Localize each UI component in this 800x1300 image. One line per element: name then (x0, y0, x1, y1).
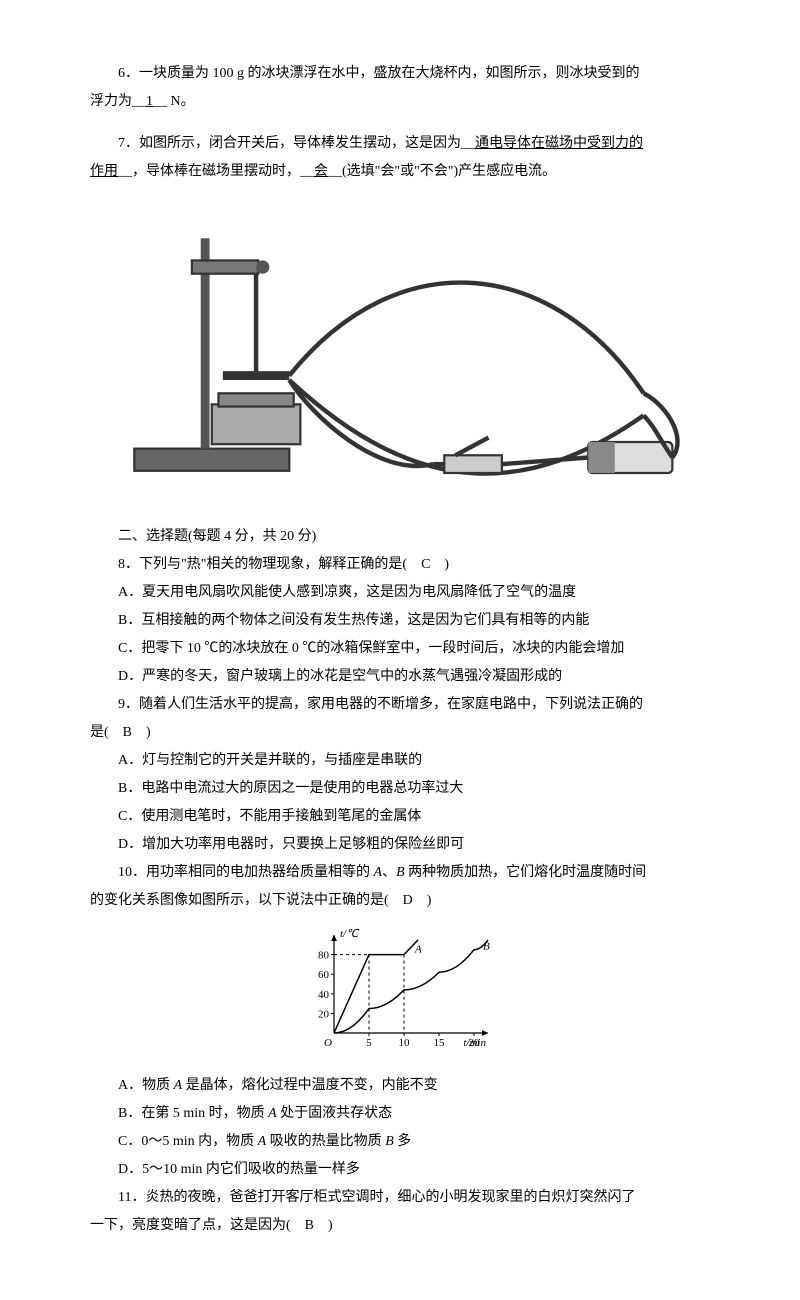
section2-title: 二、选择题(每题 4 分，共 20 分) (90, 523, 710, 551)
q8-D: D．严寒的冬天，窗户玻璃上的冰花是空气中的水蒸气遇强冷凝固形成的 (90, 663, 710, 691)
svg-text:80: 80 (318, 950, 330, 962)
q11-line1: 11．炎热的夜晚，爸爸打开客厅柜式空调时，细心的小明发现家里的白炽灯突然闪了 (90, 1184, 710, 1212)
q10-B-letter: B (396, 865, 405, 880)
q11-l2-post: ) (314, 1218, 333, 1233)
q6-pre: 浮力为__ (90, 94, 146, 109)
q10-l1-mid: 、 (382, 865, 396, 880)
spacer (90, 116, 710, 130)
svg-text:A: A (414, 944, 422, 956)
q10-C-itB: B (385, 1134, 394, 1149)
q8-pre: 8．下列与"热"相关的物理现象，解释正确的是( (118, 557, 421, 572)
q10-A-letter: A (374, 865, 383, 880)
q9-C: C．使用测电笔时，不能用手接触到笔尾的金属体 (90, 803, 710, 831)
q7-figure (90, 194, 710, 515)
q9-B: B．电路中电流过大的原因之一是使用的电器总功率过大 (90, 775, 710, 803)
q10-chart: 204060805101520t/℃t/minOAB (90, 923, 710, 1064)
apparatus-icon (90, 194, 710, 504)
q10-l2-post: ) (413, 893, 432, 908)
svg-text:t/℃: t/℃ (340, 928, 360, 940)
q7-l2-post: __(选填"会"或"不会")产生感应电流。 (328, 164, 556, 179)
q7-line1: 7．如图所示，闭合开关后，导体棒发生摆动，这是因为__通电导体在磁场中受到力的 (90, 130, 710, 158)
q11-l2-pre: 一下，亮度变暗了点，这是因为( (90, 1218, 305, 1233)
q9-ans: B (123, 725, 132, 740)
q10-D: D．5～10 min 内它们吸收的热量一样多 (90, 1156, 710, 1184)
q9-line2: 是( B ) (90, 719, 710, 747)
q8-post: ) (430, 557, 449, 572)
q10-A-it: A (174, 1078, 183, 1093)
q8-B: B．互相接触的两个物体之间没有发生热传递，这是因为它们具有相等的内能 (90, 607, 710, 635)
q9-l2-post: ) (132, 725, 151, 740)
svg-text:15: 15 (434, 1037, 446, 1049)
q6-ans: 1 (146, 94, 153, 109)
q10-ans: D (403, 893, 413, 908)
svg-text:t/min: t/min (463, 1037, 486, 1049)
q10-l1-pre: 10．用功率相同的电加热器给质量相等的 (118, 865, 374, 880)
q10-A: A．物质 A 是晶体，熔化过程中温度不变，内能不变 (90, 1072, 710, 1100)
q10-C-pre: C．0～5 min 内，物质 (118, 1134, 258, 1149)
q10-l2-pre: 的变化关系图像如图所示，以下说法中正确的是( (90, 893, 403, 908)
q7-line2: 作用__，导体棒在磁场里摆动时，__会__(选填"会"或"不会")产生感应电流。 (90, 158, 710, 186)
q7-l1-pre: 7．如图所示，闭合开关后，导体棒发生摆动，这是因为__ (118, 136, 475, 151)
q9-D: D．增加大功率用电器时，只要换上足够粗的保险丝即可 (90, 831, 710, 859)
svg-text:20: 20 (318, 1008, 330, 1020)
q6-post: __ N。 (153, 94, 195, 109)
q9-line1: 9．随着人们生活水平的提高，家用电器的不断增多，在家庭电路中，下列说法正确的 (90, 691, 710, 719)
q11-line2: 一下，亮度变暗了点，这是因为( B ) (90, 1212, 710, 1240)
svg-text:O: O (324, 1037, 332, 1049)
svg-text:40: 40 (318, 989, 330, 1001)
q8-stem: 8．下列与"热"相关的物理现象，解释正确的是( C ) (90, 551, 710, 579)
temperature-chart: 204060805101520t/℃t/minOAB (300, 923, 500, 1053)
svg-text:60: 60 (318, 969, 330, 981)
svg-text:B: B (483, 941, 490, 953)
q10-line2: 的变化关系图像如图所示，以下说法中正确的是( D ) (90, 887, 710, 915)
q7-l2-mid: __，导体棒在磁场里摆动时，__ (118, 164, 314, 179)
q9-l2-pre: 是( (90, 725, 123, 740)
q10-A-pre: A．物质 (118, 1078, 174, 1093)
q10-B-post: 处于固液共存状态 (277, 1106, 393, 1121)
q10-line1: 10．用功率相同的电加热器给质量相等的 A、B 两种物质加热，它们熔化时温度随时… (90, 859, 710, 887)
q6-line2: 浮力为__1__ N。 (90, 88, 710, 116)
q10-l1-post: 两种物质加热，它们熔化时温度随时间 (405, 865, 647, 880)
q8-A: A．夏天用电风扇吹风能使人感到凉爽，这是因为电风扇降低了空气的温度 (90, 579, 710, 607)
svg-text:5: 5 (366, 1037, 372, 1049)
q8-C: C．把零下 10 ℃的冰块放在 0 ℃的冰箱保鲜室中，一段时间后，冰块的内能会增… (90, 635, 710, 663)
q11-ans: B (305, 1218, 314, 1233)
q10-C-mid: 吸收的热量比物质 (266, 1134, 385, 1149)
q10-B-it: A (268, 1106, 277, 1121)
q10-C-post: 多 (394, 1134, 412, 1149)
q10-A-post: 是晶体，熔化过程中温度不变，内能不变 (182, 1078, 438, 1093)
q9-A: A．灯与控制它的开关是并联的，与插座是串联的 (90, 747, 710, 775)
q10-C: C．0～5 min 内，物质 A 吸收的热量比物质 B 多 (90, 1128, 710, 1156)
q10-B: B．在第 5 min 时，物质 A 处于固液共存状态 (90, 1100, 710, 1128)
q10-B-pre: B．在第 5 min 时，物质 (118, 1106, 268, 1121)
q7-ans2: 会 (314, 164, 328, 179)
q7-l2-pre: 作用 (90, 164, 118, 179)
q10-C-itA: A (258, 1134, 267, 1149)
q6-line1: 6．一块质量为 100 g 的冰块漂浮在水中，盛放在大烧杯内，如图所示，则冰块受… (90, 60, 710, 88)
svg-text:10: 10 (399, 1037, 411, 1049)
q7-ans1: 通电导体在磁场中受到力的 (475, 136, 643, 151)
